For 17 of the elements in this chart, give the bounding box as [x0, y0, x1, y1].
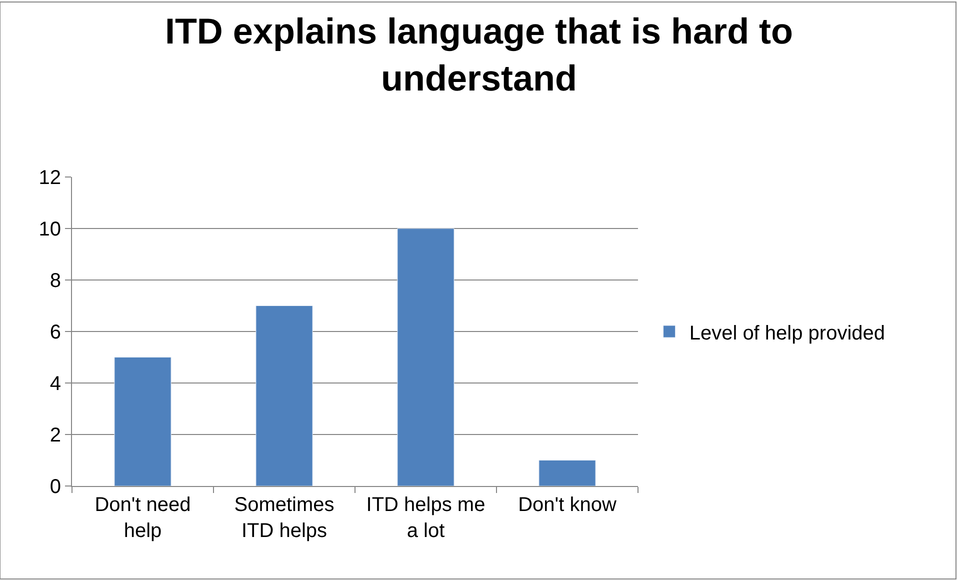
y-tick-label: 8	[50, 270, 61, 292]
bar	[256, 306, 313, 486]
bar	[114, 357, 172, 486]
y-tick-label: 12	[38, 167, 61, 189]
x-tick-label: ITD helps me a lot	[366, 494, 486, 542]
y-tick-label: 10	[38, 218, 61, 240]
bar	[397, 228, 454, 486]
y-tick-label: 0	[50, 476, 61, 498]
bar	[538, 460, 596, 486]
legend-label: Level of help provided	[689, 322, 886, 344]
x-tick-label: Don't need help	[94, 494, 191, 542]
x-tick-label: Don't know	[518, 494, 617, 516]
y-tick-label: 4	[50, 373, 61, 395]
y-tick-label: 2	[50, 424, 61, 446]
y-tick-label: 6	[50, 322, 61, 344]
chart-title: ITD explains language that is hard to understand	[164, 10, 794, 98]
x-tick-label: Sometimes ITD helps	[234, 494, 334, 542]
